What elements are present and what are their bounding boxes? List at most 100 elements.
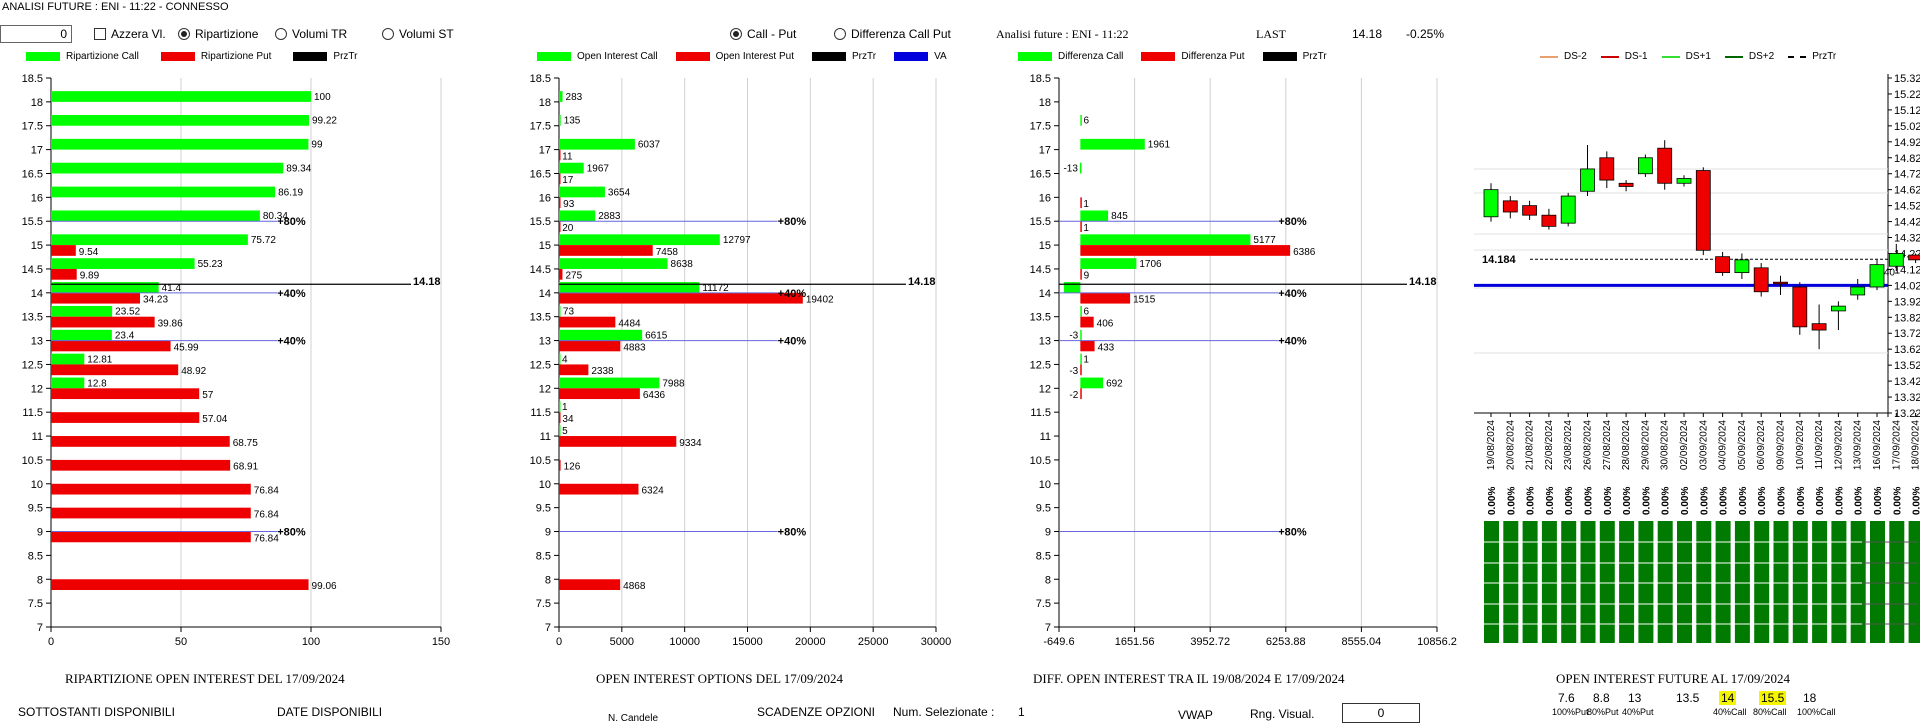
bar-call: [559, 234, 720, 246]
future-oi-bar: [1850, 521, 1866, 643]
bar-call-label: 6: [1084, 307, 1090, 318]
bar-put: [51, 579, 309, 591]
marker-label: +80%: [277, 527, 306, 539]
last-label: LAST: [1256, 27, 1286, 41]
future-oi-value: 13.5: [1676, 691, 1699, 705]
future-oi-bar: [1599, 521, 1615, 643]
radio-label: Differenza Call Put: [851, 27, 951, 41]
bar-call-label: 12.8: [87, 378, 107, 389]
y-tick-label: 12: [31, 383, 43, 395]
num-selezionate-value: 1: [1018, 705, 1025, 719]
x-tick-label: 50: [175, 636, 187, 648]
radio-dot[interactable]: [730, 28, 742, 40]
y-tick-label: 9: [37, 527, 43, 539]
y-tick-label: 8.5: [28, 550, 43, 562]
bar-call: [51, 329, 112, 341]
bar-call: [559, 91, 563, 102]
x-tick-label: 3952.72: [1190, 636, 1230, 648]
y-tick-label: 18.5: [1030, 73, 1051, 85]
azzera-checkbox[interactable]: Azzera Vl.: [94, 27, 166, 41]
y-tick-label: 13: [1039, 336, 1051, 348]
future-oi-value: 15.5: [1759, 691, 1787, 705]
future-oi-bar: [1812, 521, 1828, 643]
bar-put-label: 34: [562, 414, 574, 425]
y-tick-label: 15.5: [22, 216, 43, 228]
scadenze-label[interactable]: SCADENZE OPZIONI: [757, 705, 876, 719]
x-tick-label: 10000: [669, 636, 700, 648]
x-tick-label: 02/09/2024: [1679, 420, 1690, 470]
radio-dot[interactable]: [382, 28, 394, 40]
bar-pct-label: 0.00%: [1564, 487, 1575, 515]
future-oi-bar: [1638, 521, 1654, 643]
bar-put-label: 1: [1083, 199, 1089, 210]
bar-call: [559, 401, 561, 413]
radio-volumi-st[interactable]: Volumi ST: [382, 27, 454, 41]
bar-put-label: 34.23: [143, 295, 168, 306]
x-tick-label: 05/09/2024: [1737, 420, 1748, 470]
bar-put-label: 17: [562, 175, 574, 186]
date-disponibili-label[interactable]: DATE DISPONIBILI: [277, 705, 383, 719]
legend-swatch-call: [1018, 52, 1052, 61]
legend-swatch-ds-2: [1540, 55, 1558, 58]
rng-visual-input[interactable]: 0: [1342, 703, 1420, 723]
radio-label: Call - Put: [747, 27, 797, 41]
bar-call: [51, 138, 309, 150]
x-tick-label: 21/08/2024: [1525, 420, 1536, 470]
y-tick-label: 13.5: [530, 312, 551, 324]
radio-call-put[interactable]: Call - Put: [730, 27, 796, 41]
legend-swatch-ds+1: [1661, 55, 1680, 58]
radio-differenza[interactable]: Differenza Call Put: [834, 27, 951, 41]
radio-dot[interactable]: [178, 28, 190, 40]
bar-put-label: -3: [1069, 366, 1078, 377]
chart4-title: OPEN INTEREST FUTURE AL 17/09/2024: [1556, 671, 1791, 686]
bar-call: [1080, 258, 1137, 269]
bar-call-label: -3: [1069, 331, 1078, 342]
future-oi-value-text: 8.8: [1593, 691, 1610, 705]
radio-dot[interactable]: [834, 28, 846, 40]
radio-ripartizione[interactable]: Ripartizione: [178, 27, 258, 41]
y-tick-label: 15.5: [1030, 216, 1051, 228]
radio-volumi-tr[interactable]: Volumi TR: [275, 27, 347, 41]
y-tick-label: 18: [1039, 97, 1051, 109]
legend-chart1: Ripartizione Call Ripartizione Put PrzTr: [26, 51, 357, 62]
value-input[interactable]: 0: [0, 25, 72, 43]
future-oi-value: 7.6: [1558, 691, 1575, 705]
x-tick-label: 0: [556, 636, 562, 648]
y-tick-label: 15.32: [1894, 73, 1920, 85]
num-selezionate-label: Num. Selezionate :: [893, 705, 995, 719]
legend-swatch-call: [26, 52, 60, 61]
legend-text: PrzTr: [1302, 51, 1327, 62]
bar-call-label: 8638: [671, 259, 694, 270]
bar-call-label: 6037: [638, 140, 661, 151]
future-oi-value: 14: [1719, 691, 1737, 705]
y-tick-label: 10: [539, 479, 551, 491]
marker-label: +80%: [778, 216, 807, 228]
x-tick-label: 30/08/2024: [1660, 420, 1671, 470]
bar-call-label: 100: [314, 92, 331, 103]
y-tick-label: 17: [1039, 145, 1051, 157]
candle-body: [1695, 170, 1711, 251]
legend-swatch-prztr: [1262, 52, 1297, 61]
bar-call: [51, 91, 311, 102]
vwap-label[interactable]: VWAP: [1178, 708, 1213, 722]
radio-dot[interactable]: [275, 28, 287, 40]
sottostanti-label[interactable]: SOTTOSTANTI DISPONIBILI: [18, 705, 175, 719]
bar-put-label: 126: [564, 462, 581, 473]
bar-call: [559, 210, 596, 222]
y-tick-label: 15.22: [1894, 89, 1920, 101]
bar-call-label: 75.72: [251, 235, 276, 246]
y-tick-label: 7.5: [28, 598, 43, 610]
y-tick-label: 13: [31, 336, 43, 348]
bar-call: [1063, 282, 1081, 293]
checkbox-box[interactable]: [94, 28, 106, 40]
chart3-title: DIFF. OPEN INTEREST TRA IL 19/08/2024 E …: [1033, 671, 1345, 686]
bar-put-label: 4868: [623, 581, 646, 592]
value-input-wrap[interactable]: 0: [0, 25, 72, 43]
bar-put: [51, 388, 200, 400]
bar-put: [51, 292, 140, 304]
bar-call-label: 1: [1083, 354, 1089, 365]
bar-put-label: 7458: [656, 247, 679, 258]
future-oi-bar: [1870, 521, 1885, 643]
change-value: -0.25%: [1406, 27, 1445, 41]
marker-label: +80%: [1278, 216, 1307, 228]
